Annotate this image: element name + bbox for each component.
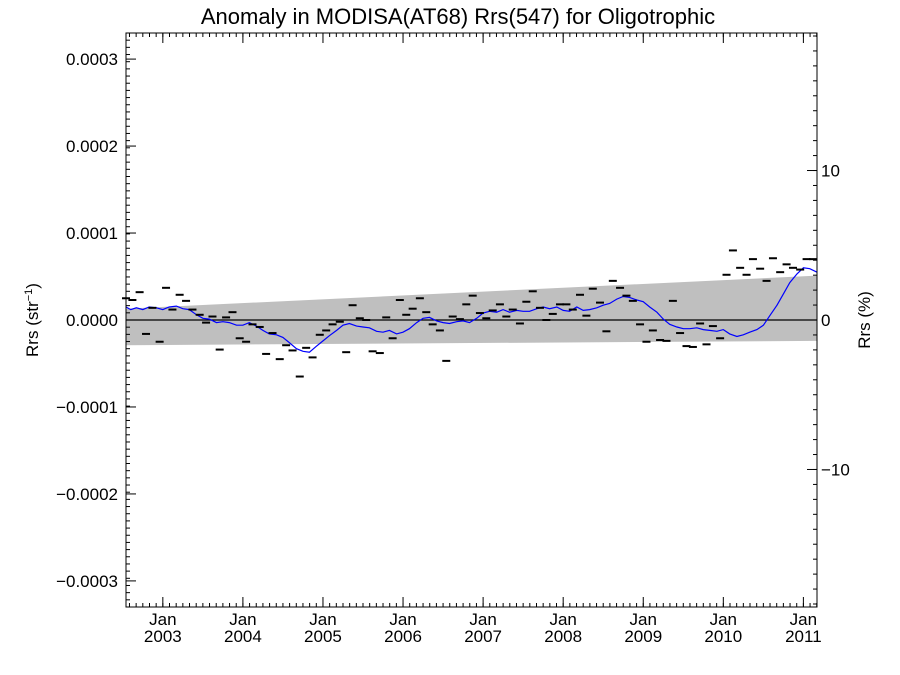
uncertainty-band-layer [126,275,817,346]
x-tick-label-month: Jan [790,610,817,629]
x-tick-label-year: 2004 [224,627,262,646]
right-y-axis: −10 0 10 [807,35,850,605]
uncertainty-band [126,275,817,346]
chart-title: Anomaly in MODISA(AT68) Rrs(547) for Oli… [201,4,715,29]
x-tick-label-month: Jan [229,610,256,629]
x-tick-label-month: Jan [549,610,576,629]
x-tick-label-month: Jan [710,610,737,629]
left-tick-label: 0.0003 [66,50,118,69]
x-tick-label-month: Jan [389,610,416,629]
x-tick-label-year: 2006 [384,627,422,646]
left-tick-label: −0.0003 [56,572,118,591]
x-tick-label-year: 2008 [544,627,582,646]
running-mean-layer [125,267,818,353]
x-tick-label-year: 2010 [704,627,742,646]
x-tick-label-year: 2009 [624,627,662,646]
left-tick-label: 0.0001 [66,224,118,243]
left-tick-label: −0.0001 [56,398,118,417]
left-axis-title: Rrs (str−1) [23,283,42,357]
x-tick-label-year: 2005 [304,627,342,646]
right-tick-label: −10 [821,460,850,479]
left-axis-title-text: Rrs (str [23,301,42,357]
right-axis-title: Rrs (%) [855,291,874,349]
right-tick-label: 0 [821,311,830,330]
left-axis-title-superscript: −1 [23,289,35,302]
running-mean-line [125,267,818,353]
x-tick-label-month: Jan [309,610,336,629]
x-tick-label-year: 2007 [464,627,502,646]
x-tick-label-month: Jan [630,610,657,629]
x-axis: Jan2003Jan2004Jan2005Jan2006Jan2007Jan20… [128,33,822,646]
left-axis-title-close: ) [23,283,42,289]
left-tick-label: 0.0002 [66,137,118,156]
monthly-anomaly-layer [122,249,817,378]
x-tick-label-year: 2003 [144,627,182,646]
left-tick-label: 0.0000 [66,311,118,330]
x-tick-label-year: 2011 [785,627,822,646]
x-tick-label-month: Jan [469,610,496,629]
left-y-axis: −0.0003 −0.0002 −0.0001 0.0000 0.0001 0.0002 0… [56,32,136,608]
x-tick-label-month: Jan [149,610,176,629]
left-tick-label: −0.0002 [56,485,118,504]
plot-area [122,249,818,378]
right-tick-label: 10 [821,162,840,181]
